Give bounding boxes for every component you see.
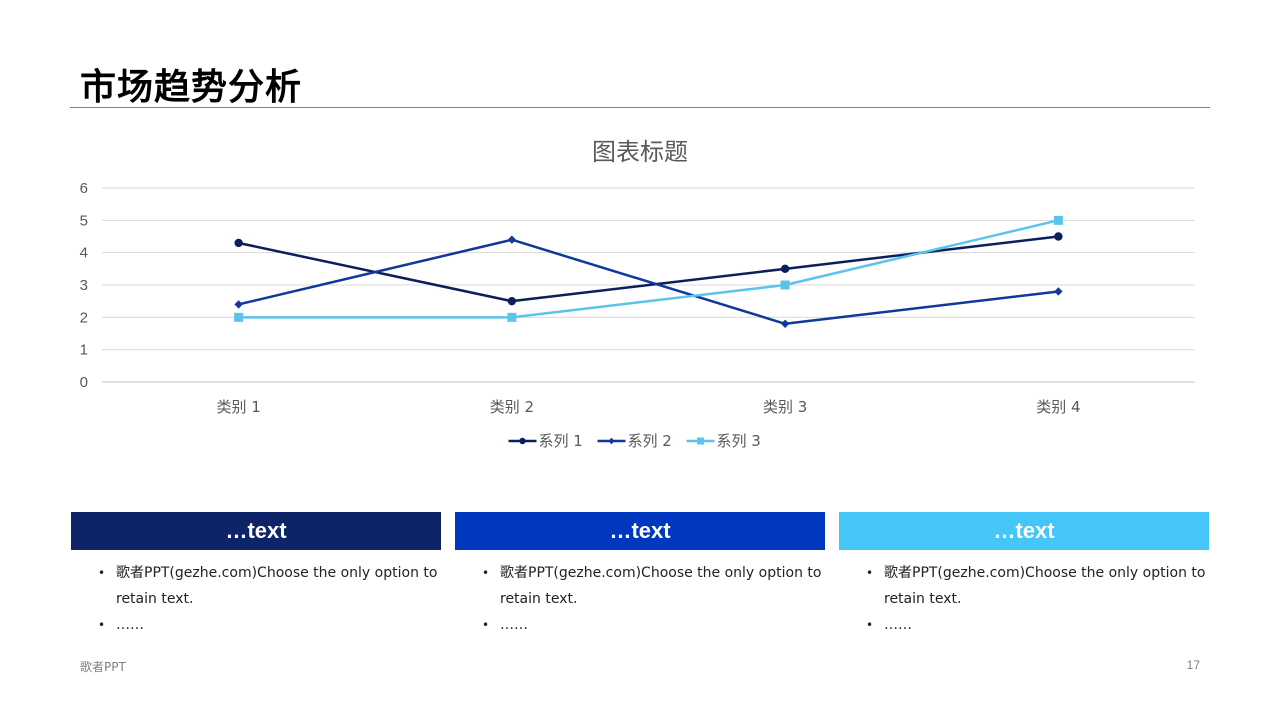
- y-tick-label: 6: [80, 180, 88, 197]
- box-body-2: 歌者PPT(gezhe.com)Choose the only option t…: [482, 560, 822, 638]
- bullet-item: 歌者PPT(gezhe.com)Choose the only option t…: [98, 560, 438, 612]
- legend-label-3: 系列 3: [717, 432, 761, 450]
- bullet-item: 歌者PPT(gezhe.com)Choose the only option t…: [482, 560, 822, 612]
- series-2-point: [234, 300, 243, 309]
- line-chart: 图表标题 0 1 2 3 4 5 6 类别 1 类别 2 类别 3 类别 4 系列 1 系列 2 系列 3: [80, 138, 1195, 450]
- legend-marker-3: [697, 437, 704, 445]
- bullet-item: ……: [866, 612, 1206, 638]
- footer-brand: 歌者PPT: [80, 660, 126, 674]
- box-header-2: …text: [455, 512, 825, 550]
- box-body-3: 歌者PPT(gezhe.com)Choose the only option t…: [866, 560, 1206, 638]
- y-tick-label: 0: [80, 374, 88, 391]
- y-tick-label: 5: [80, 212, 88, 229]
- x-tick-label: 类别 3: [763, 398, 807, 416]
- page-number: 17: [1186, 658, 1200, 672]
- series-3-point: [780, 280, 790, 290]
- x-tick-label: 类别 4: [1036, 398, 1080, 416]
- series-1-point: [1054, 232, 1063, 241]
- x-tick-label: 类别 1: [216, 398, 260, 416]
- title-divider: [70, 107, 1210, 108]
- series-1-point: [234, 238, 243, 248]
- page-title: 市场趋势分析: [80, 67, 303, 108]
- legend-marker-2: [608, 437, 615, 445]
- bullet-item: 歌者PPT(gezhe.com)Choose the only option t…: [866, 560, 1206, 612]
- series-3-point: [507, 312, 517, 322]
- y-tick-label: 4: [80, 245, 88, 262]
- y-tick-label: 3: [80, 277, 88, 294]
- bullet-item: ……: [482, 612, 822, 638]
- y-tick-label: 2: [80, 309, 88, 326]
- series-line-3: [238, 219, 1059, 319]
- box-header-1: …text: [71, 512, 441, 550]
- bullet-item: ……: [98, 612, 438, 638]
- series-line-2: [238, 238, 1059, 326]
- series-3-point: [234, 312, 244, 322]
- y-tick-label: 1: [80, 342, 88, 359]
- series-2-point: [507, 235, 517, 244]
- series-1-point: [780, 264, 790, 274]
- legend-marker-1: [519, 437, 526, 445]
- series-3-point: [1053, 215, 1063, 225]
- box-body-1: 歌者PPT(gezhe.com)Choose the only option t…: [98, 560, 438, 638]
- x-tick-label: 类别 2: [490, 398, 534, 416]
- legend-label-2: 系列 2: [628, 432, 672, 450]
- series-1-point: [507, 296, 517, 306]
- series-2-point: [1054, 287, 1063, 296]
- series-2-point: [780, 319, 790, 328]
- legend-label-1: 系列 1: [539, 432, 583, 450]
- chart-title: 图表标题: [592, 138, 688, 166]
- series-line-1: [238, 235, 1059, 303]
- box-header-3: …text: [839, 512, 1209, 550]
